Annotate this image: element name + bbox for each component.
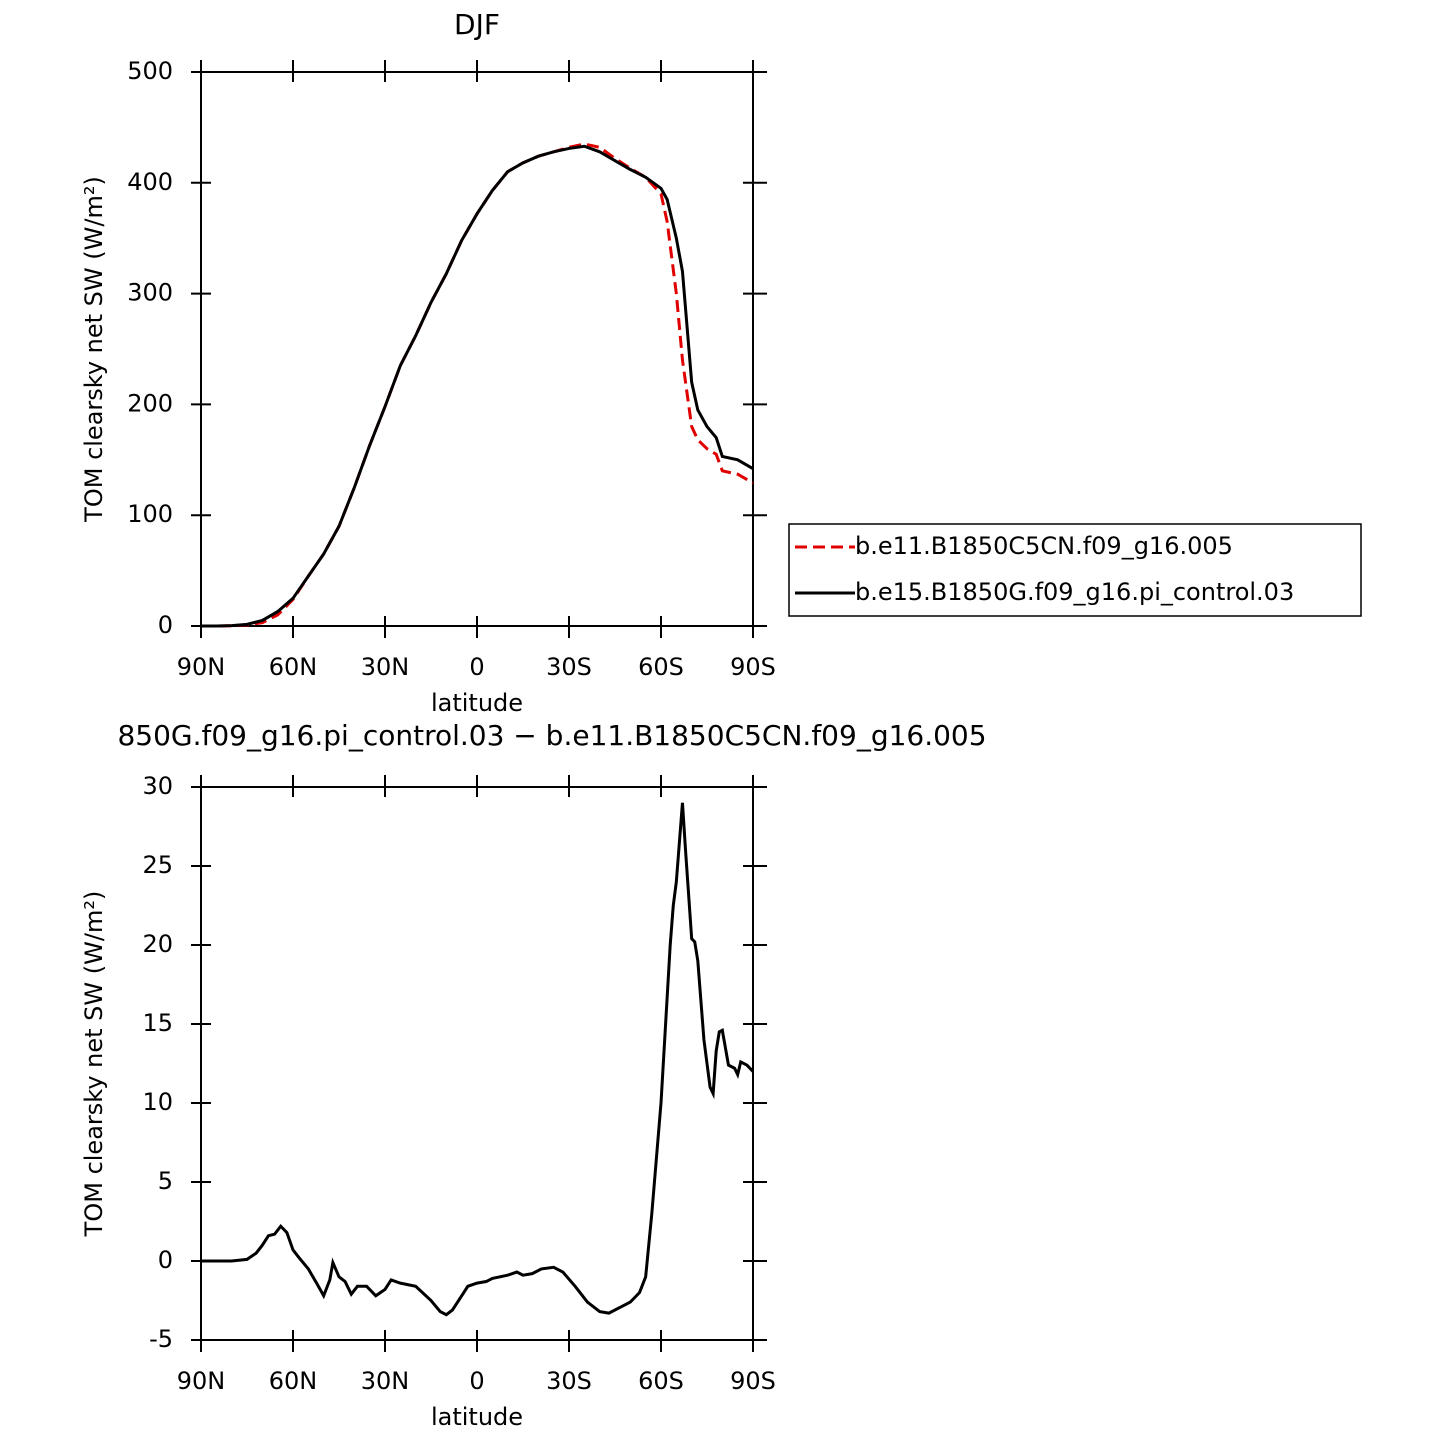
data-line <box>201 144 754 628</box>
x-tick-label: 60N <box>269 1367 318 1395</box>
chart-title: 850G.f09_g16.pi_control.03 − b.e11.B1850… <box>117 719 986 752</box>
y-tick-label: 25 <box>142 851 173 879</box>
y-tick-label: 10 <box>142 1088 173 1116</box>
y-tick-label: 15 <box>142 1009 173 1037</box>
x-axis-label: latitude <box>431 1403 523 1431</box>
panel: 850G.f09_g16.pi_control.03 − b.e11.B1850… <box>80 719 987 1431</box>
x-tick-label: 30S <box>546 653 592 681</box>
data-line <box>201 802 755 1317</box>
x-tick-label: 60S <box>638 653 684 681</box>
x-tick-label: 90N <box>177 653 226 681</box>
y-tick-label: 400 <box>127 168 173 196</box>
legend-box <box>788 523 1362 617</box>
y-tick-label: 200 <box>127 389 173 417</box>
x-tick-label: 30N <box>361 1367 410 1395</box>
x-tick-label: 0 <box>469 1367 484 1395</box>
x-tick-label: 60S <box>638 1367 684 1395</box>
y-tick-label: 30 <box>142 772 173 800</box>
x-tick-label: 60N <box>269 653 318 681</box>
panel: DJF 0 100 200 300 400 500 90N 60N 30N 0 30S 60S 90S la… <box>80 8 1362 717</box>
chart-title: DJF <box>454 8 500 41</box>
y-axis-label: TOM clearsky net SW (W/m²) <box>80 891 108 1238</box>
x-tick-label: 0 <box>469 653 484 681</box>
legend-label: b.e15.B1850G.f09_g16.pi_control.03 <box>855 578 1294 606</box>
x-tick-label: 30N <box>361 653 410 681</box>
y-tick-label: 300 <box>127 279 173 307</box>
y-tick-label: 0 <box>158 1246 173 1274</box>
y-axis-label: TOM clearsky net SW (W/m²) <box>80 176 108 523</box>
y-tick-label: 20 <box>142 930 173 958</box>
plot-frame <box>200 71 754 627</box>
y-tick-label: 0 <box>158 611 173 639</box>
y-tick-label: -5 <box>149 1325 173 1353</box>
y-tick-label: 100 <box>127 500 173 528</box>
legend-label: b.e11.B1850C5CN.f09_g16.005 <box>855 532 1233 560</box>
x-tick-label: 30S <box>546 1367 592 1395</box>
x-axis-label: latitude <box>431 689 523 717</box>
x-tick-label: 90S <box>730 653 776 681</box>
y-tick-label: 5 <box>158 1167 173 1195</box>
plot-frame <box>200 786 754 1341</box>
y-tick-label: 500 <box>127 57 173 85</box>
x-tick-label: 90N <box>177 1367 226 1395</box>
x-tick-label: 90S <box>730 1367 776 1395</box>
